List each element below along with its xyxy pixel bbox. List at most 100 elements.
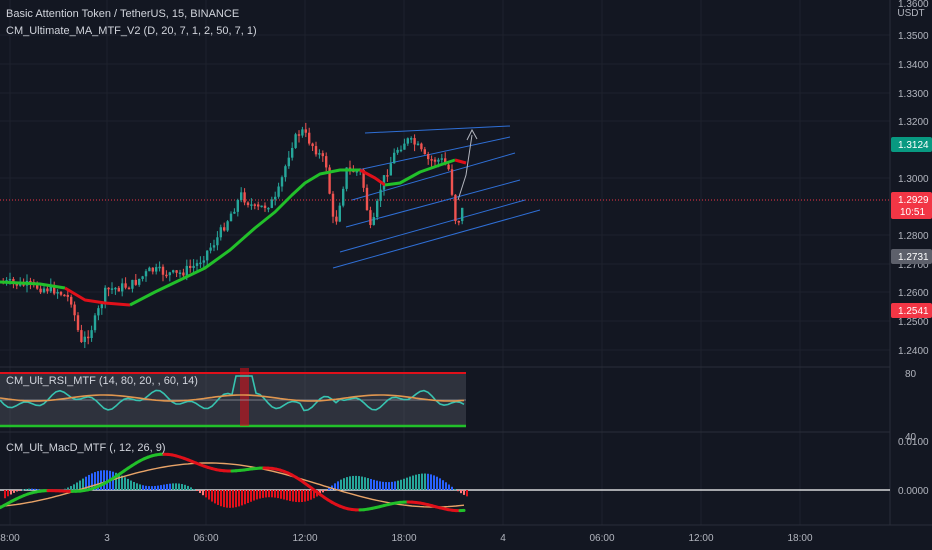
macd-histogram-bar	[376, 480, 378, 490]
macd-histogram-bar	[28, 488, 30, 490]
macd-histogram-bar	[34, 488, 36, 490]
candle-body	[46, 288, 49, 292]
price-badge-last	[891, 192, 932, 219]
macd-histogram-bar	[436, 476, 438, 490]
candle-body	[70, 296, 73, 305]
candle-body	[403, 143, 406, 150]
price-tick: 1.2800	[898, 231, 929, 242]
currency-label: USDT	[897, 8, 924, 19]
macd-histogram-bar	[253, 490, 255, 501]
candle-body	[345, 167, 348, 189]
macd-histogram-bar	[37, 489, 39, 491]
candle-body	[63, 294, 66, 297]
macd-histogram-bar	[169, 483, 171, 490]
candle-body	[165, 274, 168, 277]
macd-histogram-bar	[184, 484, 186, 490]
candle-body	[457, 220, 460, 223]
macd-line	[0, 452, 466, 513]
candle-body	[161, 266, 165, 275]
candle-body	[56, 291, 59, 294]
macd-tick: 0.0000	[898, 486, 929, 497]
macd-histogram-bar	[298, 490, 300, 503]
macd-histogram-bar	[367, 478, 369, 490]
macd-histogram-bar	[328, 487, 330, 490]
macd-indicator-legend[interactable]: CM_Ult_MacD_MTF (, 12, 26, 9)	[6, 442, 166, 454]
macd-histogram-bar	[13, 490, 15, 493]
macd-histogram-bar	[277, 490, 279, 499]
candle-body	[199, 262, 202, 265]
candle-body	[280, 177, 284, 187]
channel-line[interactable]	[357, 136, 511, 171]
candle-body	[202, 260, 205, 263]
macd-histogram-bar	[187, 485, 189, 490]
candle-body	[335, 216, 338, 222]
symbol-title[interactable]: Basic Attention Token / TetherUS, 15, BI…	[6, 8, 240, 20]
macd-histogram-bar	[112, 471, 114, 490]
candle-body	[318, 153, 321, 155]
price-tick: 1.2500	[898, 317, 929, 328]
price-axis[interactable]: USDT 1.3600 1.3500 1.3400 1.3300 1.3200 …	[891, 0, 932, 497]
candle-body	[437, 159, 440, 162]
candle-body	[277, 186, 280, 197]
macd-histogram-bar	[385, 482, 387, 490]
candlestick-series	[2, 122, 464, 349]
time-axis[interactable]: 8:00 3 06:00 12:00 18:00 4 06:00 12:00 1…	[0, 533, 813, 544]
macd-histogram-bar	[355, 475, 357, 490]
macd-histogram-bar	[118, 474, 120, 490]
macd-histogram-bar	[190, 487, 192, 490]
price-tick: 1.3500	[898, 31, 929, 42]
macd-histogram-bar	[370, 478, 372, 490]
candle-body	[87, 336, 90, 339]
candle-body	[433, 159, 437, 162]
macd-histogram-bar	[334, 483, 336, 490]
macd-histogram-bar	[412, 475, 414, 490]
ma-indicator-legend[interactable]: CM_Ultimate_MA_MTF_V2 (D, 20, 7, 1, 2, 5…	[6, 25, 257, 37]
channel-line[interactable]	[364, 125, 511, 134]
candle-body	[134, 279, 137, 285]
time-label: 18:00	[787, 533, 812, 544]
macd-histogram-bar	[451, 486, 453, 490]
candle-body	[274, 196, 277, 200]
channel-line[interactable]	[339, 199, 526, 253]
macd-histogram-bar	[7, 490, 9, 497]
macd-histogram-bar	[193, 489, 195, 491]
macd-histogram-bar	[124, 477, 126, 490]
candle-body	[461, 207, 464, 222]
price-badge-ma	[891, 137, 932, 152]
projection-arrow[interactable]	[457, 134, 473, 201]
macd-histogram-bar	[208, 490, 210, 500]
channel-line[interactable]	[332, 209, 541, 269]
macd-histogram-bar	[115, 472, 117, 490]
candle-body	[83, 336, 86, 343]
price-tick: 1.2400	[898, 346, 929, 357]
macd-histogram-bar	[31, 488, 33, 490]
macd-histogram-bar	[433, 475, 435, 490]
price-badge-level	[891, 303, 932, 318]
candle-body	[216, 237, 219, 246]
macd-histogram-bar	[202, 490, 204, 496]
macd-histogram-bar	[322, 490, 324, 493]
macd-histogram-bar	[148, 486, 150, 490]
price-badge-ma-text: 1.3124	[898, 140, 929, 151]
macd-histogram-bar	[244, 490, 246, 505]
macd-histogram-bar	[67, 487, 69, 490]
candle-body	[291, 147, 294, 158]
macd-histogram-bar	[121, 475, 123, 490]
macd-histogram-bar	[457, 490, 459, 492]
candle-body	[440, 158, 443, 160]
arrow-head-icon	[466, 128, 478, 141]
candle-body	[144, 271, 148, 277]
macd-histogram-bar	[196, 490, 198, 491]
rsi-indicator-legend[interactable]: CM_Ult_RSI_MTF (14, 80, 20, , 60, 14)	[6, 375, 198, 387]
candle-body	[168, 272, 171, 276]
channel-line[interactable]	[351, 152, 516, 201]
macd-histogram-bar	[292, 490, 294, 502]
macd-histogram-bar	[418, 473, 420, 490]
candle-body	[369, 210, 372, 225]
macd-histogram-bar	[262, 490, 264, 498]
macd-histogram-bar	[400, 479, 402, 490]
price-tick: 1.2600	[898, 288, 929, 299]
candle-body	[185, 265, 188, 276]
